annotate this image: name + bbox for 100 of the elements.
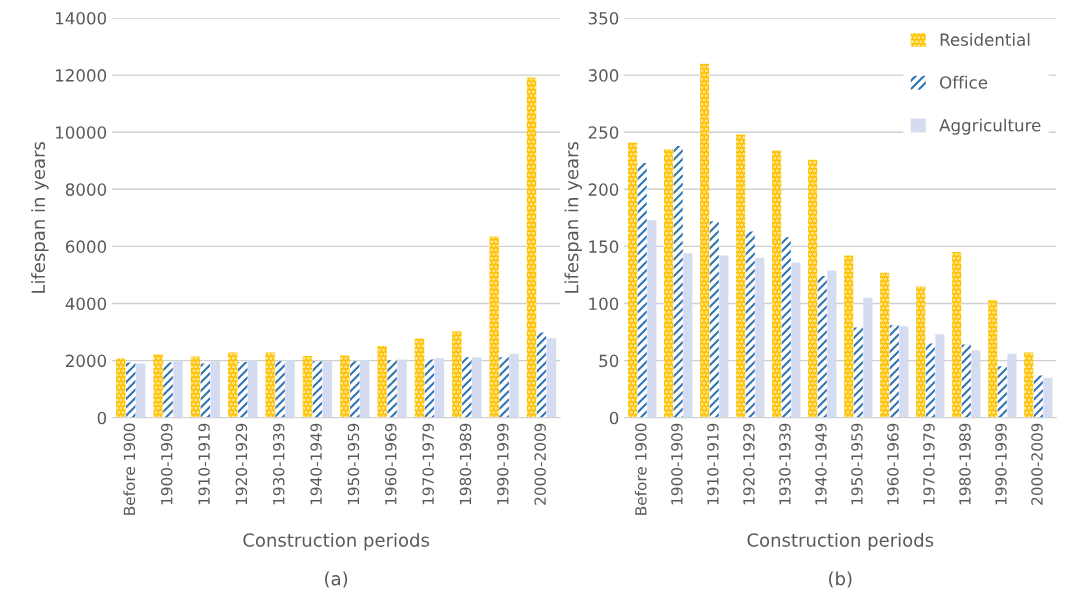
- bar: [637, 163, 647, 418]
- y-axis-title: Lifespan in years: [31, 141, 49, 293]
- bar: [397, 359, 407, 418]
- y-tick-label: 14000: [55, 11, 107, 25]
- bar: [472, 357, 482, 418]
- bar: [116, 358, 126, 418]
- x-tick-label: 1940-1949: [815, 423, 827, 505]
- x-tick-label: 1900-1909: [160, 423, 173, 505]
- bar: [844, 255, 854, 418]
- text: (b): [829, 571, 852, 588]
- bar: [961, 344, 971, 418]
- bar: [889, 325, 899, 418]
- legend-label: Office: [940, 75, 988, 89]
- bar: [925, 343, 935, 418]
- x-tick-label: 1950-1959: [347, 423, 360, 505]
- y-tick-label: 4000: [65, 297, 107, 311]
- bar: [719, 255, 729, 418]
- bar: [452, 331, 462, 418]
- bar: [247, 360, 258, 418]
- bar: [546, 338, 557, 418]
- bar: [228, 352, 238, 418]
- bar: [509, 353, 519, 418]
- y-tick-label: 6000: [65, 240, 107, 253]
- bar: [827, 270, 837, 418]
- bar: [350, 361, 360, 418]
- legend-label: Residential: [940, 33, 1030, 46]
- bar: [772, 150, 782, 418]
- legend-label: Aggriculture: [939, 118, 1041, 135]
- bar: [387, 360, 397, 418]
- bar: [302, 356, 313, 418]
- x-tick-label: 1900-1909: [671, 423, 683, 505]
- x-tick-label: 1950-1959: [851, 423, 863, 505]
- bar: [153, 354, 163, 418]
- bar: [200, 363, 211, 418]
- x-tick-label: 1960-1969: [887, 423, 899, 505]
- bar: [736, 134, 746, 418]
- bar: [210, 361, 221, 418]
- bar: [135, 363, 146, 418]
- x-tick-label: 2000-2009: [534, 423, 546, 505]
- bar: [312, 361, 323, 418]
- bar: [880, 272, 890, 418]
- bar: [173, 361, 183, 418]
- bar: [322, 361, 333, 418]
- bar: [125, 362, 136, 418]
- x-tick-label: Before 1900: [634, 423, 647, 515]
- bar: [536, 332, 547, 418]
- x-tick-label: 1920-1929: [235, 423, 248, 505]
- x-tick-label: 1920-1929: [743, 423, 755, 505]
- y-tick-label: 10000: [55, 126, 107, 139]
- bar: [163, 362, 173, 418]
- y-tick-label: 250: [588, 126, 619, 139]
- bar: [916, 286, 926, 418]
- x-axis-title: Construction periods: [747, 532, 934, 551]
- bar: [1033, 375, 1043, 418]
- bar: [628, 142, 638, 418]
- bar: [424, 359, 435, 418]
- x-tick-label: 1980-1989: [959, 423, 971, 505]
- bar: [360, 360, 370, 418]
- bar: [377, 346, 387, 418]
- text: (a): [325, 571, 348, 588]
- bar: [1043, 377, 1053, 418]
- bar: [489, 236, 499, 418]
- x-tick-label: 1910-1919: [198, 423, 210, 505]
- bar: [808, 159, 818, 418]
- bar: [781, 237, 791, 418]
- y-tick-label: 200: [588, 183, 619, 196]
- bar: [340, 355, 350, 418]
- bar: [499, 357, 509, 418]
- y-tick-label: 100: [589, 297, 619, 311]
- bar: [275, 361, 285, 418]
- y-tick-label: 2000: [65, 354, 107, 368]
- x-tick-label: Before 1900: [123, 423, 136, 515]
- x-tick-label: 1910-1919: [707, 423, 719, 505]
- x-axis-title: Construction periods: [243, 532, 430, 551]
- bar: [709, 221, 719, 418]
- bar: [745, 231, 755, 418]
- y-tick-label: 0: [609, 411, 619, 425]
- x-tick-label: 1990-1999: [497, 423, 509, 505]
- y-tick-label: 0: [97, 411, 107, 425]
- x-tick-label: 1980-1989: [459, 423, 472, 505]
- y-axis-title: Lifespan in years: [564, 141, 582, 293]
- y-tick-label: 300: [588, 69, 619, 82]
- bar: [863, 297, 873, 418]
- bar: [462, 357, 472, 418]
- bar: [853, 327, 863, 418]
- bar: [238, 362, 248, 418]
- bar: [899, 326, 909, 418]
- y-tick-label: 8000: [65, 183, 107, 196]
- y-tick-label: 50: [599, 354, 619, 368]
- bar: [700, 63, 710, 418]
- y-tick-label: 150: [589, 240, 619, 253]
- x-tick-label: 1970-1979: [422, 423, 434, 505]
- bar: [1024, 352, 1034, 418]
- bar: [683, 253, 693, 418]
- bar: [952, 252, 962, 418]
- y-tick-label: 12000: [55, 69, 107, 82]
- bar: [673, 145, 683, 418]
- x-tick-label: 1990-1999: [995, 423, 1007, 505]
- bar: [664, 149, 674, 418]
- bar: [791, 262, 801, 418]
